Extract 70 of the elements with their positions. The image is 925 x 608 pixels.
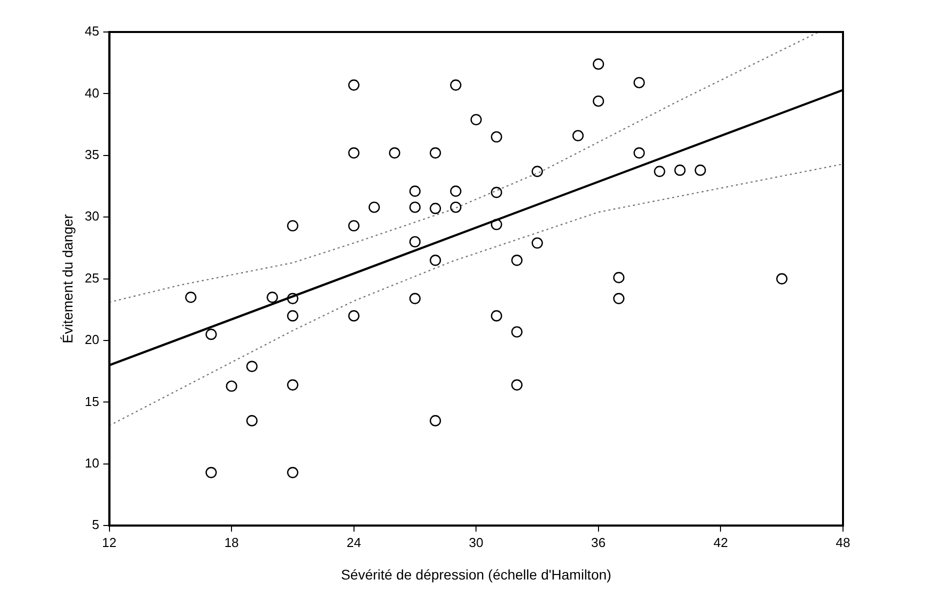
point xyxy=(266,292,278,303)
point xyxy=(490,131,502,143)
y-tick-label: 10 xyxy=(84,455,100,470)
point xyxy=(511,326,523,338)
y-tick-label: 25 xyxy=(84,270,100,286)
point xyxy=(572,130,584,142)
point xyxy=(348,79,360,91)
x-tick-label: 36 xyxy=(591,534,606,550)
point xyxy=(409,202,421,213)
point xyxy=(226,380,238,392)
point xyxy=(348,147,360,159)
y-tick-label: 35 xyxy=(84,146,100,162)
x-tick-label: 42 xyxy=(713,534,728,550)
point xyxy=(287,292,298,304)
point xyxy=(450,202,462,213)
point xyxy=(532,166,543,178)
point xyxy=(450,79,462,91)
line-series xyxy=(109,32,820,303)
point xyxy=(613,292,624,304)
point xyxy=(409,292,421,304)
y-tick-label: 45 xyxy=(84,24,100,39)
y-tick-label: 20 xyxy=(84,332,100,348)
point xyxy=(490,218,502,230)
x-axis-title: Sévérité de dépression (échelle d'Hamilton) xyxy=(340,566,612,582)
point xyxy=(634,76,645,88)
point xyxy=(246,360,258,372)
point xyxy=(430,254,442,266)
point xyxy=(613,272,624,284)
point xyxy=(388,147,400,159)
point xyxy=(246,415,258,426)
point xyxy=(511,379,523,391)
y-axis-title: Évitement du danger xyxy=(59,214,76,344)
y-tick-label: 5 xyxy=(92,517,100,532)
point xyxy=(368,202,380,213)
point xyxy=(592,95,604,107)
point xyxy=(511,254,523,266)
point xyxy=(694,164,706,176)
x-tick-label: 48 xyxy=(836,534,850,550)
point xyxy=(348,220,360,232)
y-tick-label: 30 xyxy=(84,208,100,224)
point xyxy=(470,114,482,126)
point xyxy=(654,166,666,178)
point xyxy=(490,310,502,322)
point xyxy=(592,58,604,70)
point xyxy=(490,186,502,198)
point xyxy=(287,379,298,391)
point xyxy=(674,164,686,176)
point xyxy=(287,220,298,232)
x-tick-label: 24 xyxy=(346,534,362,550)
line-series xyxy=(109,163,843,426)
point xyxy=(287,466,298,478)
point xyxy=(185,292,196,303)
point xyxy=(450,186,462,197)
point xyxy=(206,466,217,478)
point xyxy=(430,415,442,426)
point xyxy=(430,202,442,214)
point xyxy=(776,273,788,284)
point xyxy=(348,310,360,322)
point xyxy=(409,186,421,197)
x-tick-label: 30 xyxy=(468,534,484,550)
y-tick-label: 15 xyxy=(84,394,100,409)
point xyxy=(430,147,442,159)
x-tick-label: 18 xyxy=(224,534,239,550)
point xyxy=(532,237,543,249)
point xyxy=(634,147,645,159)
y-tick-label: 40 xyxy=(84,85,100,100)
point xyxy=(287,310,298,322)
point xyxy=(206,328,217,340)
x-tick-label: 12 xyxy=(102,534,116,550)
point xyxy=(409,236,421,248)
